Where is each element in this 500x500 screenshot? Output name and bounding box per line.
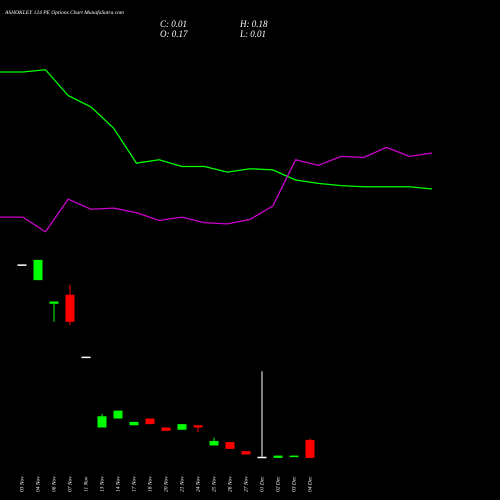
candle-body xyxy=(193,425,203,428)
candle-body xyxy=(113,410,123,419)
candle-body xyxy=(49,301,59,304)
indicator-line xyxy=(0,146,433,233)
candle-body xyxy=(177,424,187,430)
x-tick-label: 27 Nov xyxy=(243,476,249,492)
candle-body xyxy=(289,455,299,458)
x-tick-label: 04 Nov xyxy=(34,476,41,492)
x-tick-label: 13 Nov xyxy=(99,476,105,492)
x-tick-label: 04 Dec xyxy=(306,476,313,492)
x-tick-label: 02 Dec xyxy=(275,476,281,492)
low-label: L: 0.01 xyxy=(239,29,266,39)
x-tick-label: 03 Dec xyxy=(291,476,297,492)
candle-body xyxy=(145,418,155,425)
x-tick-label: 14 Nov xyxy=(114,476,121,492)
x-tick-label: 06 Nov xyxy=(51,476,57,492)
x-tick-label: 21 Nov xyxy=(179,476,185,492)
x-tick-label: 24 Nov xyxy=(194,476,201,492)
candle-body xyxy=(209,441,219,446)
x-tick-label: 25 Nov xyxy=(211,476,217,492)
candle-body xyxy=(129,421,139,426)
candle-body xyxy=(65,294,75,322)
x-tick-label: 07 Nov xyxy=(67,476,73,492)
candle-body xyxy=(81,356,91,359)
chart-title: ASHOKLEY 124 PE Options Chart MunafaSutr… xyxy=(4,9,124,16)
candle-body xyxy=(241,451,251,455)
x-tick-label: 26 Nov xyxy=(227,476,233,492)
candle-body xyxy=(17,264,27,266)
open-label: O: 0.17 xyxy=(160,29,188,39)
indicator-line xyxy=(0,69,433,190)
candle-body xyxy=(225,442,235,449)
candle-body xyxy=(33,259,43,281)
x-tick-label: 20 Nov xyxy=(163,476,169,492)
high-label: H: 0.18 xyxy=(239,19,268,29)
candle-body xyxy=(257,456,267,459)
x-tick-label: 18 Nov xyxy=(147,476,153,492)
x-tick-label: 17 Nov xyxy=(131,476,137,492)
candle-body xyxy=(97,416,107,428)
x-tick-label: 11 Nov xyxy=(83,476,89,492)
x-tick-label: 01 Dec xyxy=(259,476,265,492)
candle-body xyxy=(273,455,283,458)
close-label: C: 0.01 xyxy=(160,19,187,29)
candle-body xyxy=(161,427,171,431)
x-tick-label: 03 Nov xyxy=(19,476,25,492)
candle-body xyxy=(305,439,315,458)
